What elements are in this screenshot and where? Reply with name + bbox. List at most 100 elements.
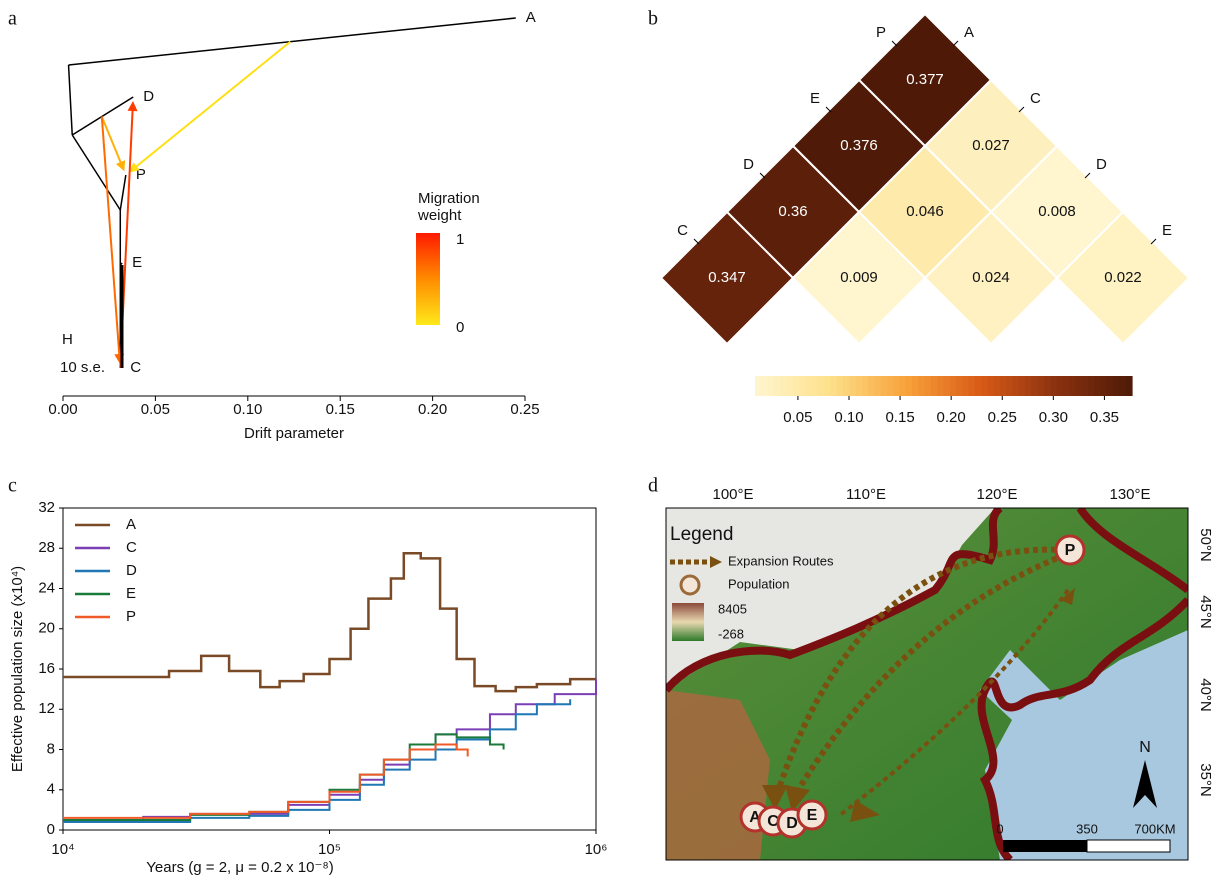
tree-edge [120, 175, 126, 210]
legend-label: D [126, 562, 137, 579]
colorbar-segment [856, 376, 863, 396]
migration-arrowhead [128, 101, 138, 111]
colorbar-segment [1031, 376, 1038, 396]
migration-edge [135, 42, 290, 168]
north-label: N [1139, 739, 1151, 756]
x-axis-label: Years (g = 2, μ = 0.2 x 10⁻⁸) [146, 859, 333, 876]
series-line [63, 699, 570, 822]
scale-label: 0 [996, 821, 1003, 836]
legend-label: Expansion Routes [728, 553, 834, 568]
legend-elevation [672, 603, 704, 641]
y-tick-label: 32 [38, 499, 55, 516]
colorbar-label: 0.20 [937, 409, 966, 426]
colorbar-segment [761, 376, 768, 396]
col-label: A [964, 24, 974, 41]
colorbar-segment [1013, 376, 1020, 396]
colorbar-segment [755, 376, 762, 396]
x-tick-label: 0.25 [510, 401, 539, 418]
legend-title: Migration [418, 190, 480, 207]
colorbar-segment [975, 376, 982, 396]
legend-label: E [126, 585, 136, 602]
colorbar-segment [1094, 376, 1101, 396]
colorbar-segment [881, 376, 888, 396]
colorbar-label: 0.10 [834, 409, 863, 426]
y-tick-label: 16 [38, 660, 55, 677]
scale-bar [1087, 840, 1170, 852]
tree-edge [69, 18, 516, 65]
colorbar-segment [962, 376, 969, 396]
cell-label: 0.008 [1038, 203, 1076, 220]
colorbar-segment [1019, 376, 1026, 396]
colorbar-segment [994, 376, 1001, 396]
scale-label: 10 s.e. [60, 359, 105, 376]
colorbar-segment [1101, 376, 1108, 396]
colorbar-segment [849, 376, 856, 396]
colorbar-segment [862, 376, 869, 396]
cell-label: 0.046 [906, 203, 944, 220]
lat-label: 40°N [1197, 678, 1214, 712]
x-tick-label: 10⁵ [318, 841, 341, 858]
col-label: C [1030, 90, 1041, 107]
colorbar-segment [887, 376, 894, 396]
colorbar-segment [837, 376, 844, 396]
colorbar-segment [843, 376, 850, 396]
colorbar-label: 0.30 [1039, 409, 1068, 426]
legend-population [681, 576, 699, 594]
cell-label: 0.36 [778, 203, 807, 220]
colorbar-segment [780, 376, 787, 396]
colorbar-segment [981, 376, 988, 396]
legend-label: -268 [718, 626, 744, 641]
legend-label: 8405 [718, 601, 747, 616]
panel-label: b [648, 8, 658, 30]
colorbar-label: 0.35 [1090, 409, 1119, 426]
panel-label: c [8, 475, 17, 497]
x-tick-label: 0.20 [418, 401, 447, 418]
colorbar-segment [912, 376, 919, 396]
y-tick-label: 12 [38, 700, 55, 717]
legend-title: Legend [670, 524, 733, 545]
colorbar-segment [944, 376, 951, 396]
y-tick-label: 28 [38, 539, 55, 556]
x-tick-label: 0.10 [233, 401, 262, 418]
cell-label: 0.027 [972, 137, 1010, 154]
row-label: E [810, 90, 820, 107]
lon-label: 130°E [1109, 486, 1150, 503]
tip-label: E [132, 254, 142, 271]
colorbar-segment [868, 376, 875, 396]
row-label: C [677, 222, 688, 239]
x-tick-label: 10⁴ [51, 841, 74, 858]
colorbar-segment [1075, 376, 1082, 396]
cell-label: 0.009 [840, 269, 878, 286]
colorbar-segment [1063, 376, 1070, 396]
colorbar-segment [874, 376, 881, 396]
y-tick-label: 4 [47, 781, 55, 798]
colorbar-segment [1082, 376, 1089, 396]
col-label: D [1096, 156, 1107, 173]
y-tick-label: 20 [38, 620, 55, 637]
colorbar-segment [1038, 376, 1045, 396]
colorbar-segment [768, 376, 775, 396]
legend-title: weight [417, 207, 462, 224]
colorbar-segment [1006, 376, 1013, 396]
colorbar-segment [956, 376, 963, 396]
series-line [63, 734, 504, 820]
colorbar-segment [918, 376, 925, 396]
panel-label: a [8, 8, 17, 30]
colorbar-segment [1044, 376, 1051, 396]
population-label: P [1065, 542, 1076, 559]
colorbar-segment [1069, 376, 1076, 396]
scale-label: 700KM [1134, 821, 1175, 836]
colorbar-label: 0.15 [885, 409, 914, 426]
legend-gradient [416, 233, 440, 325]
cell-label: 0.022 [1104, 269, 1142, 286]
colorbar-segment [1000, 376, 1007, 396]
lat-label: 45°N [1197, 595, 1214, 629]
colorbar-segment [830, 376, 837, 396]
colorbar-segment [906, 376, 913, 396]
population-label: D [786, 815, 798, 832]
colorbar-segment [1025, 376, 1032, 396]
colorbar-segment [1119, 376, 1126, 396]
legend-label: A [126, 516, 136, 533]
tip-label: D [143, 88, 154, 105]
series-line [63, 744, 468, 817]
